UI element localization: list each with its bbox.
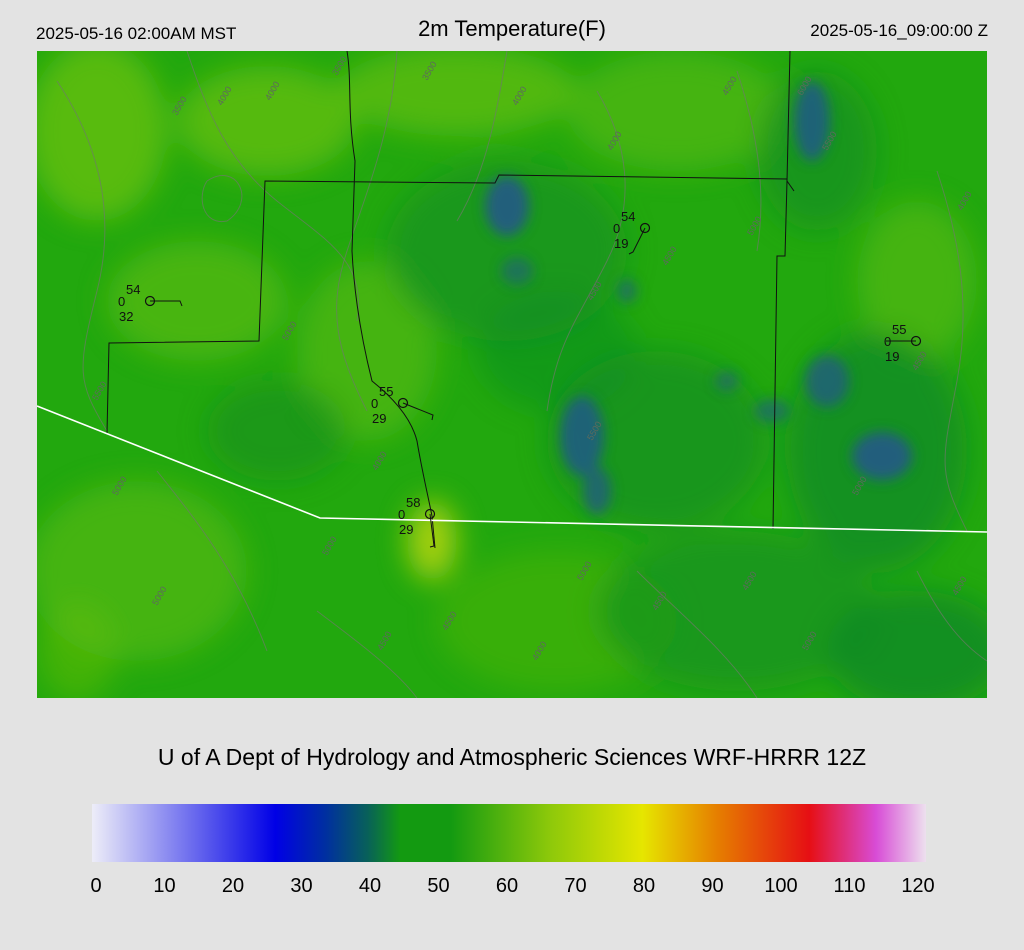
field-patch xyxy=(297,261,437,441)
contour-line xyxy=(546,90,626,412)
state-border xyxy=(37,405,987,533)
county-line xyxy=(346,51,433,517)
model-credit: U of A Dept of Hydrology and Atmospheric… xyxy=(157,744,867,770)
station-dewpoint: 32 xyxy=(119,309,133,324)
station-dewpoint: 29 xyxy=(399,522,413,537)
station-cloud-cover: 0 xyxy=(118,294,125,309)
field-patch xyxy=(597,531,877,691)
valid-time-utc: 2025-05-16_09:00:00 Z xyxy=(810,21,988,40)
station-cloud-cover: 0 xyxy=(884,334,891,349)
station-circle xyxy=(397,397,409,409)
field-patch xyxy=(337,51,577,136)
wind-barb xyxy=(150,300,183,307)
cold-pocket xyxy=(715,371,739,391)
station-circle xyxy=(639,222,651,234)
field-patch xyxy=(207,381,347,481)
colorbar-tick: 80 xyxy=(632,875,656,897)
state-border-line xyxy=(37,405,987,533)
station-cloud-cover: 0 xyxy=(398,507,405,522)
colorbar-tick: 40 xyxy=(358,875,382,897)
field-patch xyxy=(857,201,977,361)
field-patch xyxy=(407,501,457,581)
field-patch xyxy=(37,51,167,221)
contour-line xyxy=(936,170,968,532)
station-temperature: 55 xyxy=(379,384,393,399)
station-temperature: 55 xyxy=(892,322,906,337)
contour-line xyxy=(156,470,268,652)
colorbar-gradient xyxy=(92,804,926,862)
county-boundaries xyxy=(106,51,795,549)
wind-barb xyxy=(429,513,435,548)
station-cloud-cover: 0 xyxy=(371,396,378,411)
station-cloud-cover: 0 xyxy=(613,221,620,236)
valid-time-local: 2025-05-16 02:00AM MST xyxy=(36,24,237,43)
cold-pocket xyxy=(805,355,849,407)
field-patch xyxy=(37,601,117,698)
field-patch xyxy=(477,291,637,411)
station-dewpoint: 19 xyxy=(614,236,628,251)
station-temperature: 54 xyxy=(621,209,635,224)
county-line xyxy=(106,174,788,434)
cold-pocket xyxy=(501,257,533,285)
station-temperature: 58 xyxy=(406,495,420,510)
colorbar-tick: 50 xyxy=(427,875,450,897)
colorbar-tick: 70 xyxy=(564,875,587,897)
colorbar-tick: 100 xyxy=(764,875,798,897)
cold-pocket xyxy=(485,176,529,236)
cold-pocket xyxy=(754,399,790,423)
contour-line xyxy=(186,51,359,322)
colorbar-tick: 90 xyxy=(701,875,724,897)
county-line xyxy=(786,180,795,192)
colorbar-tick: 10 xyxy=(153,875,176,897)
contour-line xyxy=(456,51,508,222)
temperature-colorbar xyxy=(92,804,926,862)
cold-pockets xyxy=(485,81,912,515)
colorbar-tick: 60 xyxy=(495,875,519,897)
field-patch xyxy=(567,51,787,171)
temperature-field xyxy=(37,51,987,698)
temperature-map: 4000 4000 3500 3500 3500 4000 4000 4500 6000 5500… xyxy=(37,51,987,698)
field-patch xyxy=(177,66,357,176)
colorbar-tick: 120 xyxy=(901,875,935,897)
cold-pocket xyxy=(794,81,830,161)
station-dewpoint: 19 xyxy=(885,349,899,364)
county-line xyxy=(772,51,791,530)
contour-line xyxy=(636,570,758,698)
cold-pocket xyxy=(583,467,611,515)
colorbar-tick: 0 xyxy=(90,875,102,897)
field-patch xyxy=(107,241,287,361)
station-circle xyxy=(424,508,436,520)
map-title: 2m Temperature(F) xyxy=(418,16,606,41)
contour-line xyxy=(736,70,762,252)
cold-pocket xyxy=(617,279,637,303)
wind-barb xyxy=(402,402,434,421)
cold-pocket xyxy=(560,396,604,476)
colorbar-tick: 20 xyxy=(221,875,245,897)
colorbar-tick: 30 xyxy=(290,875,313,897)
contour-line xyxy=(336,51,398,412)
contour-line xyxy=(916,570,987,662)
contour-line xyxy=(56,80,108,432)
cold-pocket xyxy=(852,432,912,480)
station-temperature: 54 xyxy=(126,282,140,297)
contour-line xyxy=(316,610,418,698)
colorbar-tick-labels: 0 10 20 30 40 50 60 70 80 90 100 110 120 xyxy=(0,875,1024,905)
county-line xyxy=(431,515,436,549)
contour-line xyxy=(201,175,243,222)
colorbar-tick: 110 xyxy=(833,875,866,897)
wind-barb xyxy=(628,227,646,255)
station-dewpoint: 29 xyxy=(372,411,386,426)
